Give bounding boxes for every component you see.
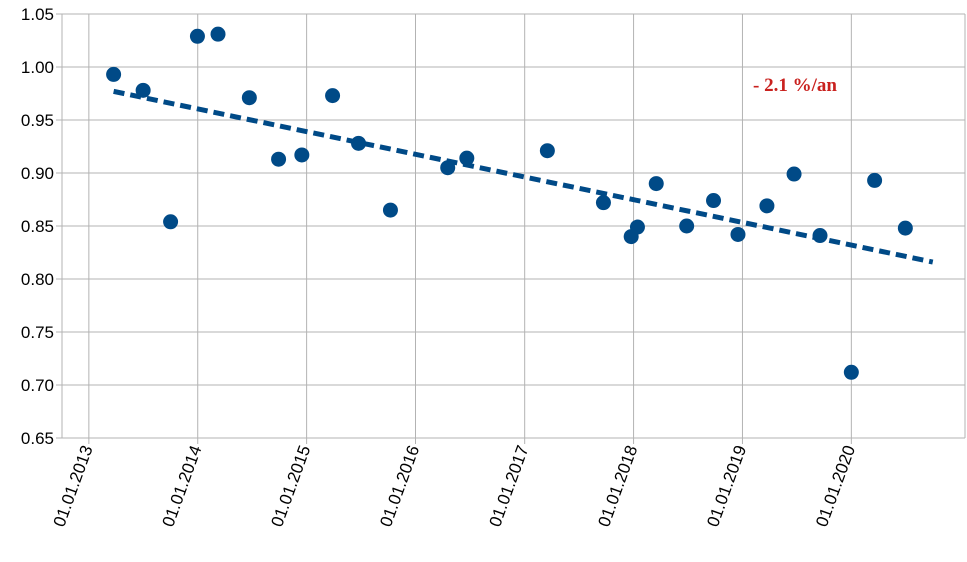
point-layer (106, 26, 913, 380)
y-tick-label: 0.95 (21, 111, 54, 130)
data-point (106, 66, 122, 82)
x-tick-label: 01.01.2015 (267, 443, 314, 529)
y-tick-label: 0.85 (21, 217, 54, 236)
x-tick-label: 01.01.2014 (159, 443, 206, 529)
trend-annotation: - 2.1 %/an (753, 75, 837, 96)
data-point (897, 220, 913, 236)
data-point (759, 198, 775, 214)
data-point (163, 214, 179, 230)
tick-label-layer: 0.65 0.70 0.75 0.80 0.85 0.90 0.95 1.00 1.05 01.0… (21, 5, 859, 529)
data-point (812, 228, 828, 244)
x-tick-label: 01.01.2019 (703, 443, 750, 529)
data-point (539, 143, 555, 159)
data-point (382, 202, 398, 218)
trendline-layer (113, 88, 934, 265)
y-tick-label: 0.70 (21, 376, 54, 395)
data-point (189, 28, 205, 44)
data-point (867, 172, 883, 188)
x-tick-label: 01.01.2016 (376, 443, 423, 529)
data-point (210, 26, 226, 42)
y-tick-label: 1.05 (21, 5, 54, 24)
y-tick-label: 0.75 (21, 323, 54, 342)
data-point (271, 151, 287, 167)
data-point (440, 160, 456, 176)
data-point (679, 218, 695, 234)
data-point (786, 166, 802, 182)
data-point (459, 150, 475, 166)
x-tick-label: 01.01.2017 (485, 443, 532, 529)
x-tick-label: 01.01.2013 (50, 443, 97, 529)
data-point (595, 195, 611, 211)
data-point (730, 226, 746, 242)
data-point (629, 219, 645, 235)
data-point (241, 90, 257, 106)
data-point (135, 82, 151, 98)
y-tick-label: 0.80 (21, 270, 54, 289)
data-point (706, 193, 722, 209)
data-point (351, 135, 367, 151)
data-point (294, 147, 310, 163)
y-tick-label: 0.65 (21, 429, 54, 448)
data-point (648, 176, 664, 192)
trendline (113, 88, 934, 265)
data-point (843, 364, 859, 380)
y-tick-label: 1.00 (21, 58, 54, 77)
x-tick-label: 01.01.2020 (812, 443, 859, 529)
x-tick-label: 01.01.2018 (594, 443, 641, 529)
y-tick-label: 0.90 (21, 164, 54, 183)
axis-layer (56, 13, 966, 444)
data-point (325, 88, 341, 104)
